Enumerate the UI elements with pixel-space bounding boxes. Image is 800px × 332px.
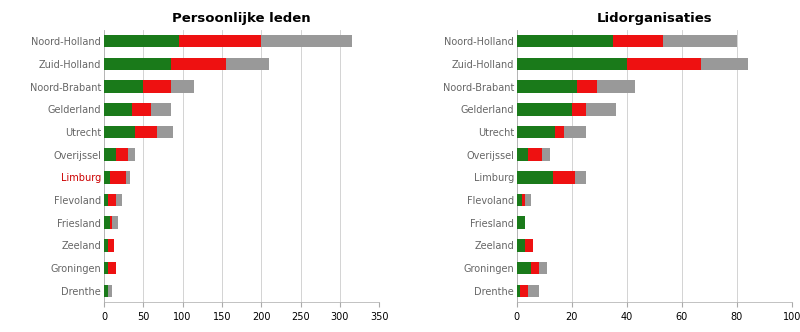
Bar [525, 239, 534, 252]
Bar [517, 285, 519, 297]
Bar [517, 262, 530, 274]
Bar [528, 148, 542, 161]
Bar [110, 216, 112, 229]
Bar [517, 148, 528, 161]
Bar [517, 126, 555, 138]
Bar [131, 103, 151, 116]
Bar [104, 285, 108, 297]
Bar [701, 58, 748, 70]
Bar [555, 126, 563, 138]
Bar [517, 171, 553, 184]
Bar [158, 126, 173, 138]
Bar [110, 171, 126, 184]
Bar [104, 194, 108, 206]
Bar [563, 126, 586, 138]
Bar [151, 103, 171, 116]
Title: Persoonlijke leden: Persoonlijke leden [172, 12, 311, 25]
Bar [108, 194, 116, 206]
Bar [171, 80, 194, 93]
Bar [127, 148, 135, 161]
Bar [104, 216, 110, 229]
Bar [578, 80, 597, 93]
Bar [262, 35, 352, 47]
Bar [517, 239, 525, 252]
Bar [104, 80, 143, 93]
Bar [517, 80, 578, 93]
Bar [525, 194, 530, 206]
Bar [597, 80, 635, 93]
Bar [104, 239, 108, 252]
Bar [528, 285, 539, 297]
Bar [178, 35, 262, 47]
Bar [519, 285, 528, 297]
Bar [143, 80, 171, 93]
Bar [171, 58, 226, 70]
Bar [112, 216, 118, 229]
Bar [104, 148, 116, 161]
Bar [517, 216, 525, 229]
Bar [116, 194, 122, 206]
Bar [104, 126, 135, 138]
Bar [104, 35, 178, 47]
Bar [108, 239, 114, 252]
Bar [517, 35, 613, 47]
Bar [627, 58, 701, 70]
Bar [104, 262, 108, 274]
Bar [586, 103, 616, 116]
Bar [104, 103, 131, 116]
Bar [574, 171, 586, 184]
Bar [135, 126, 158, 138]
Bar [517, 103, 572, 116]
Bar [104, 171, 110, 184]
Bar [572, 103, 586, 116]
Bar [539, 262, 547, 274]
Bar [226, 58, 269, 70]
Title: Lidorganisaties: Lidorganisaties [597, 12, 712, 25]
Bar [104, 58, 171, 70]
Bar [517, 194, 522, 206]
Bar [522, 194, 525, 206]
Bar [116, 148, 127, 161]
Bar [553, 171, 574, 184]
Bar [108, 262, 116, 274]
Bar [126, 171, 130, 184]
Bar [517, 58, 627, 70]
Bar [662, 35, 737, 47]
Bar [530, 262, 539, 274]
Bar [613, 35, 662, 47]
Bar [542, 148, 550, 161]
Bar [108, 285, 112, 297]
